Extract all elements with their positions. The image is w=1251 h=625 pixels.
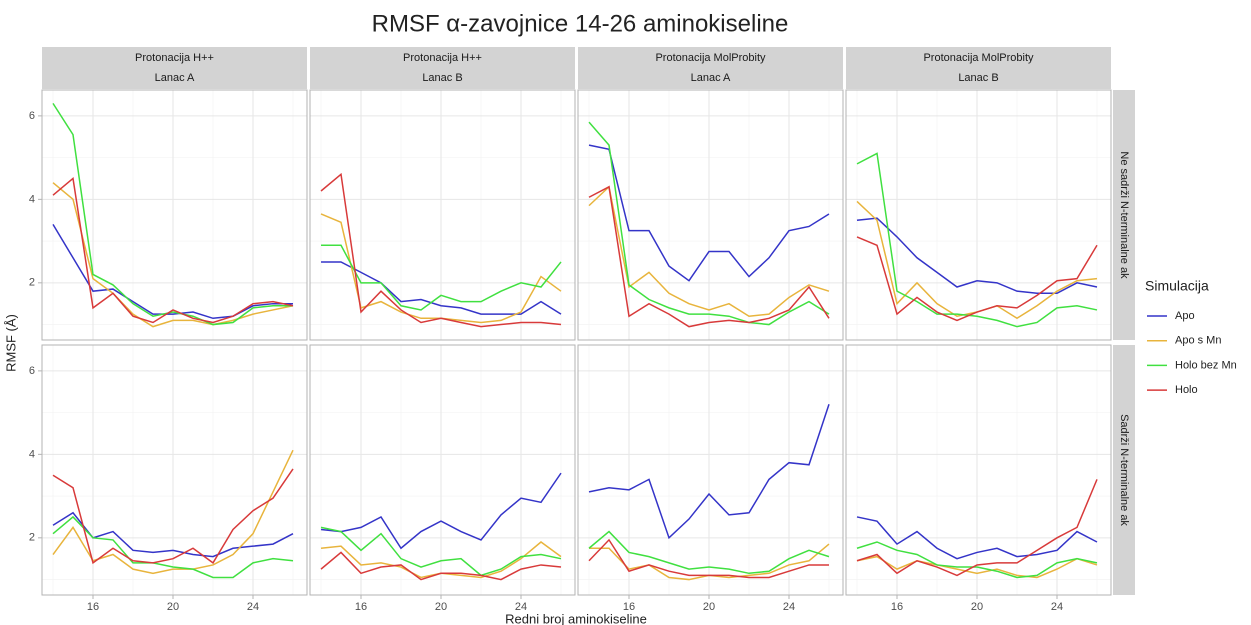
panel — [578, 90, 843, 340]
legend-label: Apo — [1175, 310, 1195, 322]
legend-label: Apo s Mn — [1175, 335, 1221, 347]
series-line — [588, 538, 829, 579]
series-line — [52, 102, 293, 326]
panel-border — [309, 89, 576, 341]
x-tick-label: 24 — [783, 601, 795, 613]
y-tick-label: 2 — [29, 532, 35, 544]
panel-border — [309, 344, 576, 596]
series-line — [52, 177, 294, 324]
series-line — [320, 172, 562, 328]
strip — [310, 47, 575, 89]
x-tick-label: 20 — [167, 601, 179, 613]
panel — [578, 345, 843, 595]
series-line — [856, 217, 1098, 295]
x-tick-label: 24 — [1051, 601, 1063, 613]
strip-label: Lanac B — [422, 72, 462, 84]
legend-label: Holo bez Mn — [1175, 359, 1237, 371]
series-line — [856, 479, 1098, 577]
x-tick-label: 24 — [247, 601, 259, 613]
series-line — [588, 185, 830, 328]
series-line — [588, 404, 830, 540]
panel — [310, 345, 575, 595]
series-line — [52, 224, 293, 320]
panel — [42, 345, 307, 595]
strip-label: Ne sadrži N-terminalne ak — [1118, 151, 1130, 279]
panel-border — [577, 89, 844, 341]
strip — [42, 47, 307, 89]
panel — [846, 345, 1111, 595]
strip-label: Protonacija MolProbity — [923, 52, 1034, 64]
chart-title: RMSF α-zavojnice 14-26 aminokiseline — [372, 10, 789, 37]
strip-label: Protonacija H++ — [403, 52, 482, 64]
legend-title: Simulacija — [1145, 278, 1209, 294]
x-tick-label: 20 — [703, 601, 715, 613]
strip — [846, 47, 1111, 89]
x-tick-label: 16 — [87, 601, 99, 613]
series-line — [856, 236, 1098, 322]
x-tick-label: 24 — [515, 601, 527, 613]
series-line — [588, 121, 830, 326]
panel — [42, 90, 307, 340]
series-line — [588, 144, 830, 282]
strip-label: Protonacija MolProbity — [655, 52, 766, 64]
series-line — [320, 472, 562, 550]
panel-border — [845, 344, 1112, 596]
series-line — [52, 515, 294, 579]
series-line — [52, 468, 294, 565]
panel — [310, 90, 575, 340]
series-line — [320, 551, 562, 581]
strip-label: Sadrži N-terminalne ak — [1118, 414, 1130, 526]
series-line — [856, 541, 1098, 579]
strip-label: Lanac A — [691, 72, 731, 84]
series-line — [856, 516, 1098, 560]
y-tick-label: 2 — [29, 277, 35, 289]
y-tick-label: 6 — [29, 110, 35, 122]
strip-label: Lanac B — [958, 72, 998, 84]
series-line — [321, 244, 562, 311]
x-tick-label: 16 — [355, 601, 367, 613]
series-line — [588, 530, 830, 575]
strip-label: Protonacija H++ — [135, 52, 214, 64]
y-tick-label: 6 — [29, 365, 35, 377]
panel-border — [845, 89, 1112, 341]
x-tick-label: 20 — [971, 601, 983, 613]
panel — [846, 90, 1111, 340]
strip-label: Lanac A — [155, 72, 195, 84]
x-tick-label: 16 — [623, 601, 635, 613]
strip — [1113, 345, 1135, 595]
series-line — [856, 555, 1098, 579]
legend-label: Holo — [1175, 384, 1198, 396]
series-line — [52, 182, 294, 328]
series-line — [856, 152, 1098, 328]
panel-border — [41, 89, 308, 341]
panel-border — [577, 344, 844, 596]
y-axis-label: RMSF (Å) — [3, 314, 18, 372]
series-line — [321, 261, 562, 315]
strip — [1113, 90, 1135, 340]
strip — [578, 47, 843, 89]
series-line — [320, 526, 562, 577]
x-tick-label: 16 — [891, 601, 903, 613]
series-line — [588, 185, 830, 317]
y-tick-label: 4 — [29, 193, 35, 205]
panel-border — [41, 344, 308, 596]
x-axis-label: Redni broj aminokiseline — [505, 611, 647, 625]
y-tick-label: 4 — [29, 448, 35, 460]
x-tick-label: 20 — [435, 601, 447, 613]
